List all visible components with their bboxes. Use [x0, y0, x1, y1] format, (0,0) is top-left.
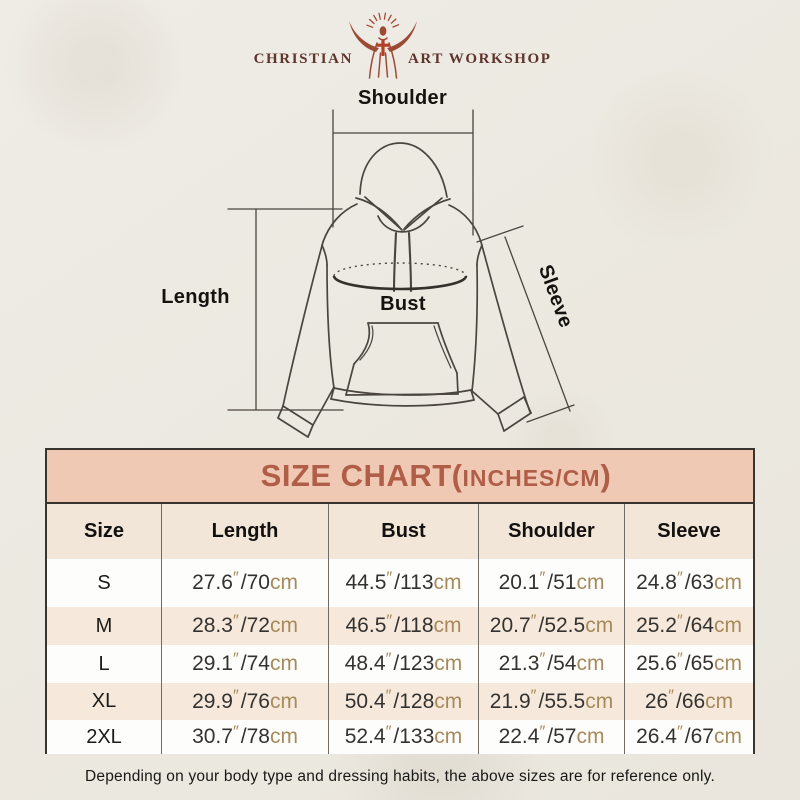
table-row-l: L 29.1 ″/74 cm 48.4 ″/123 cm 21.3 ″/54 cm 25.6… [47, 645, 753, 683]
col-header-bust: Bust [329, 504, 479, 559]
cell-sleeve: 25.6 ″/65 cm [636, 649, 742, 675]
cell-shoulder: 21.3 ″/54 cm [479, 645, 625, 683]
brand-name-left: CHRISTIAN [253, 51, 353, 67]
cell-length: 28.3 ″/72 cm [162, 607, 329, 645]
diagram-length-label: Length [161, 286, 230, 308]
size-label: S [47, 559, 162, 607]
table-row-m: M 28.3 ″/72 cm 46.5 ″/118 cm 20.7 ″/52.5 cm 25… [47, 607, 753, 645]
size-label: 2XL [47, 720, 162, 754]
title-units: INCHES/CM [462, 465, 601, 491]
diagram-shoulder-label: Shoulder [357, 87, 448, 109]
size-chart-table: SIZE CHART(INCHES/CM) Size Length Bust S… [45, 448, 755, 754]
cell-shoulder: 21.9 ″/55.5 cm [479, 683, 625, 720]
cell-sleeve: 26.4 ″/67 cm [636, 722, 742, 748]
title-close: ) [600, 458, 612, 493]
cell-shoulder: 22.4 ″/57 cm [479, 720, 625, 754]
cell-bust: 46.5 ″/118 cm [329, 607, 479, 645]
col-header-size: Size [47, 504, 162, 559]
size-label: XL [47, 683, 162, 720]
cell-shoulder: 20.1 ″/51 cm [479, 559, 625, 607]
cell-sleeve: 24.8 ″/63 cm [636, 568, 742, 594]
reference-note: Depending on your body type and dressing… [85, 768, 715, 785]
table-row-s: S 27.6 ″/70 cm 44.5 ″/113 cm 20.1 ″/51 cm 24.8… [47, 559, 753, 607]
size-label: L [47, 645, 162, 683]
table-row-2xl: 2XL 30.7 ″/78 cm 52.4 ″/133 cm 22.4 ″/57 cm 26… [47, 720, 753, 754]
cell-sleeve: 25.2 ″/64 cm [636, 611, 742, 637]
cell-bust: 52.4 ″/133 cm [329, 720, 479, 754]
cell-sleeve: 26 ″/66 cm [644, 687, 734, 713]
cell-length: 30.7 ″/78 cm [162, 720, 329, 754]
brand-name-right: ART WORKSHOP [408, 51, 552, 67]
diagram-bust-label: Bust [380, 293, 426, 315]
cell-bust: 50.4 ″/128 cm [329, 683, 479, 720]
table-row-xl: XL 29.9 ″/76 cm 50.4 ″/128 cm 21.9 ″/55.5 cm 2… [47, 683, 753, 720]
size-label: M [47, 607, 162, 645]
table-header-row: Size Length Bust Shoulder Sleeve [47, 504, 753, 559]
size-chart-title: SIZE CHART(INCHES/CM) [47, 450, 753, 504]
cell-length: 29.9 ″/76 cm [162, 683, 329, 720]
title-main: SIZE CHART( [260, 458, 463, 493]
cell-length: 29.1 ″/74 cm [162, 645, 329, 683]
col-header-length: Length [162, 504, 329, 559]
col-header-shoulder: Shoulder [479, 504, 625, 559]
cell-shoulder: 20.7 ″/52.5 cm [479, 607, 625, 645]
hoodie-diagram [227, 109, 575, 438]
col-header-sleeve: Sleeve [657, 520, 721, 542]
jesus-rays-logo-icon [349, 12, 417, 79]
cell-bust: 44.5 ″/113 cm [329, 559, 479, 607]
cell-length: 27.6 ″/70 cm [162, 559, 329, 607]
cell-bust: 48.4 ″/123 cm [329, 645, 479, 683]
